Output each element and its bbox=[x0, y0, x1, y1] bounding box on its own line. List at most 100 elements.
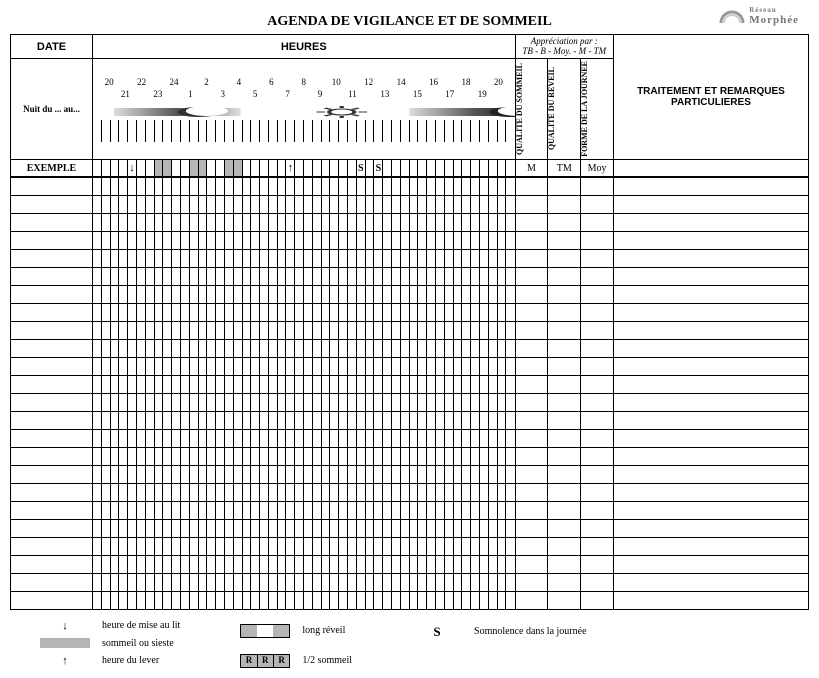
hour-cell bbox=[400, 393, 409, 411]
hour-cell bbox=[506, 231, 515, 249]
hour-cell bbox=[268, 519, 277, 537]
hour-cell bbox=[180, 447, 189, 465]
hour-cell bbox=[409, 303, 418, 321]
table-row[interactable] bbox=[11, 357, 809, 375]
table-row[interactable] bbox=[11, 195, 809, 213]
hour-cell bbox=[92, 555, 101, 573]
table-row[interactable] bbox=[11, 177, 809, 195]
table-row[interactable] bbox=[11, 591, 809, 609]
hour-cell bbox=[321, 393, 330, 411]
hour-cell bbox=[119, 429, 128, 447]
example-cell bbox=[154, 159, 163, 177]
hour-cell bbox=[242, 393, 251, 411]
hour-cell bbox=[304, 447, 313, 465]
table-row[interactable] bbox=[11, 411, 809, 429]
hour-cell bbox=[251, 483, 260, 501]
table-row[interactable] bbox=[11, 339, 809, 357]
hour-cell bbox=[128, 591, 137, 609]
hour-cell bbox=[145, 429, 154, 447]
hour-cell bbox=[136, 429, 145, 447]
hour-cell bbox=[427, 321, 436, 339]
qualite-reveil-cell bbox=[548, 285, 581, 303]
hour-cell bbox=[154, 285, 163, 303]
hour-cell bbox=[497, 393, 506, 411]
hour-cell bbox=[453, 411, 462, 429]
table-row[interactable] bbox=[11, 375, 809, 393]
qualite-sommeil-cell bbox=[515, 321, 548, 339]
table-row[interactable] bbox=[11, 537, 809, 555]
hour-cell bbox=[453, 429, 462, 447]
hour-cell bbox=[216, 501, 225, 519]
hour-cell bbox=[277, 393, 286, 411]
hour-cell bbox=[145, 591, 154, 609]
table-row[interactable] bbox=[11, 555, 809, 573]
hour-cell bbox=[374, 537, 383, 555]
hour-cell bbox=[348, 267, 357, 285]
hour-cell bbox=[198, 375, 207, 393]
hour-cell bbox=[436, 483, 445, 501]
hour-label: 11 bbox=[336, 89, 368, 99]
hour-cell bbox=[383, 591, 392, 609]
example-cell bbox=[436, 159, 445, 177]
table-row[interactable] bbox=[11, 465, 809, 483]
hour-cell bbox=[427, 393, 436, 411]
hour-cell bbox=[251, 411, 260, 429]
hour-cell bbox=[356, 411, 365, 429]
table-row[interactable] bbox=[11, 573, 809, 591]
hour-cell bbox=[110, 357, 119, 375]
hour-cell bbox=[277, 447, 286, 465]
table-row[interactable] bbox=[11, 303, 809, 321]
hour-cell bbox=[480, 429, 489, 447]
hour-cell bbox=[286, 213, 295, 231]
table-row[interactable] bbox=[11, 249, 809, 267]
hour-cell bbox=[216, 267, 225, 285]
table-row[interactable] bbox=[11, 213, 809, 231]
hour-cell bbox=[260, 249, 269, 267]
hour-cell bbox=[427, 429, 436, 447]
table-row[interactable] bbox=[11, 501, 809, 519]
hour-cell bbox=[233, 375, 242, 393]
hour-cell bbox=[207, 447, 216, 465]
hour-label: 4 bbox=[223, 77, 255, 87]
hour-cell bbox=[224, 501, 233, 519]
table-row[interactable] bbox=[11, 393, 809, 411]
date-cell bbox=[11, 393, 93, 411]
table-row[interactable] bbox=[11, 321, 809, 339]
table-row[interactable] bbox=[11, 519, 809, 537]
hour-cell bbox=[180, 195, 189, 213]
hour-cell bbox=[119, 303, 128, 321]
hour-cell bbox=[365, 195, 374, 213]
hour-cell bbox=[383, 375, 392, 393]
table-row[interactable] bbox=[11, 231, 809, 249]
hour-cell bbox=[374, 591, 383, 609]
hour-cell bbox=[480, 411, 489, 429]
hour-cell bbox=[304, 573, 313, 591]
hour-cell bbox=[268, 501, 277, 519]
hour-cell bbox=[119, 411, 128, 429]
table-row[interactable] bbox=[11, 483, 809, 501]
hour-cell bbox=[260, 519, 269, 537]
hour-cell bbox=[224, 177, 233, 195]
hour-cell bbox=[339, 303, 348, 321]
hour-cell bbox=[480, 231, 489, 249]
hour-cell bbox=[365, 249, 374, 267]
table-row[interactable] bbox=[11, 285, 809, 303]
forme-journee-cell bbox=[581, 285, 614, 303]
hour-cell bbox=[471, 483, 480, 501]
logo: Réseau Morphée bbox=[719, 6, 799, 26]
hour-cell bbox=[321, 501, 330, 519]
table-row[interactable] bbox=[11, 447, 809, 465]
hour-cell bbox=[330, 303, 339, 321]
hour-cell bbox=[480, 573, 489, 591]
hour-cell bbox=[312, 429, 321, 447]
hour-cell bbox=[304, 483, 313, 501]
hour-cell bbox=[392, 465, 401, 483]
hour-cell bbox=[348, 249, 357, 267]
table-row[interactable] bbox=[11, 429, 809, 447]
qualite-reveil-cell bbox=[548, 231, 581, 249]
hour-cell bbox=[506, 465, 515, 483]
hour-cell bbox=[198, 195, 207, 213]
hour-cell bbox=[101, 411, 110, 429]
table-row[interactable] bbox=[11, 267, 809, 285]
hour-cell bbox=[145, 303, 154, 321]
